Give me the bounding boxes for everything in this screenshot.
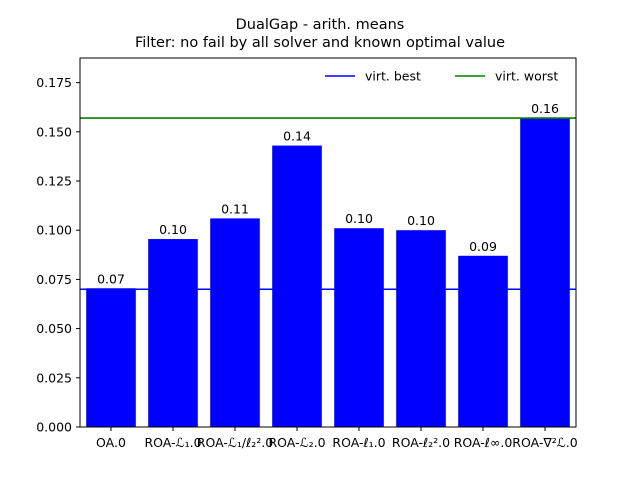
- legend: virt. best virt. worst: [325, 69, 558, 84]
- y-tick-label: 0.075: [36, 272, 72, 287]
- bar: [210, 218, 260, 427]
- bar: [148, 239, 198, 427]
- y-tick-label: 0.125: [36, 174, 72, 189]
- x-tick-label: ROA-ℒ₂.0: [268, 435, 325, 450]
- y-tick-label: 0.025: [36, 370, 72, 385]
- bar: [520, 118, 570, 428]
- chart-subtitle: Filter: no fail by all solver and known …: [135, 35, 505, 51]
- bar: [458, 255, 508, 427]
- data-label: 0.09: [469, 239, 497, 254]
- x-tick-label: ROA-ℒ₁/ℓ₂².0: [197, 435, 273, 450]
- bar: [272, 145, 322, 428]
- plot-frame: [79, 57, 577, 428]
- data-label: 0.10: [407, 213, 435, 228]
- data-labels: 0.07 0.10 0.11 0.14 0.10 0.10 0.09 0.16: [97, 101, 559, 286]
- x-tick-label: OA.0: [96, 435, 126, 450]
- x-tick-label: ROA-ℒ₁.0: [144, 435, 201, 450]
- y-tick-label: 0.000: [36, 420, 72, 435]
- y-tick-label: 0.175: [36, 75, 72, 90]
- reference-lines: [80, 117, 576, 291]
- data-label: 0.14: [283, 129, 311, 144]
- data-label: 0.07: [97, 271, 125, 286]
- bar: [86, 288, 136, 427]
- x-tick-label: ROA-ℓ∞.0: [454, 435, 513, 450]
- legend-label: virt. best: [365, 69, 421, 84]
- bar: [334, 228, 384, 427]
- chart-title: DualGap - arith. means: [235, 17, 405, 33]
- y-tick-label: 0.050: [36, 321, 72, 336]
- x-tick-label: ROA-ℓ₁.0: [332, 435, 385, 450]
- bar: [396, 230, 446, 427]
- y-tick-label: 0.150: [36, 124, 72, 139]
- data-label: 0.11: [221, 201, 249, 216]
- data-label: 0.10: [159, 222, 187, 237]
- x-tick-label: ROA-∇²ℒ.0: [512, 435, 577, 450]
- legend-label: virt. worst: [495, 69, 558, 84]
- y-axis: 0.000 0.025 0.050 0.075 0.100 0.125 0.150 0.175: [36, 75, 80, 435]
- data-label: 0.16: [531, 101, 559, 116]
- x-tick-label: ROA-ℓ₂².0: [392, 435, 450, 450]
- y-tick-label: 0.100: [36, 223, 72, 238]
- data-label: 0.10: [345, 211, 373, 226]
- bars-group: [86, 118, 570, 428]
